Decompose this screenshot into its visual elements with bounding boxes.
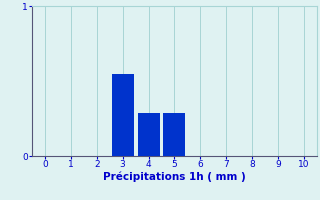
X-axis label: Précipitations 1h ( mm ): Précipitations 1h ( mm ) — [103, 172, 246, 182]
Bar — [112, 73, 134, 156]
Bar — [164, 112, 185, 156]
Bar — [138, 112, 159, 156]
